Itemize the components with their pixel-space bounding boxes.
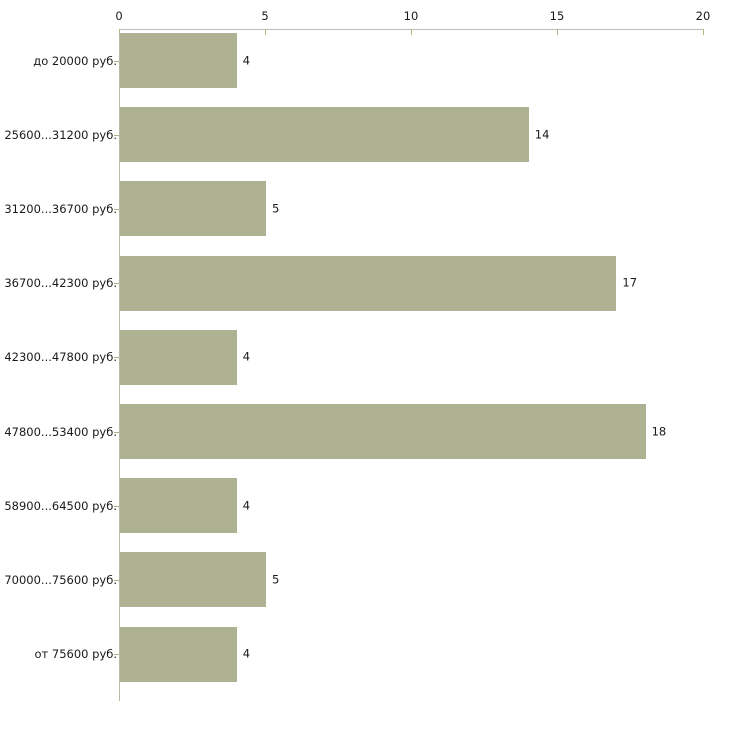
bar-value-label: 5 bbox=[272, 572, 280, 587]
y-axis-tick bbox=[114, 209, 119, 210]
x-axis-tick-label: 15 bbox=[549, 9, 565, 23]
bar[interactable] bbox=[120, 181, 266, 237]
bar[interactable] bbox=[120, 404, 646, 459]
bar-row: 31200...36700 руб. 5 bbox=[0, 181, 730, 237]
category-label: 36700...42300 руб. bbox=[4, 276, 117, 291]
category-label: от 75600 руб. bbox=[34, 647, 117, 662]
y-axis-tick bbox=[114, 506, 119, 507]
bar-value-label: 5 bbox=[272, 201, 280, 216]
x-axis-tick-label: 10 bbox=[403, 9, 419, 23]
y-axis-tick bbox=[114, 61, 119, 62]
category-label: до 20000 руб. bbox=[33, 53, 117, 68]
x-axis-tick-label: 20 bbox=[695, 9, 711, 23]
x-axis-tick-label: 0 bbox=[115, 9, 123, 23]
y-axis-line bbox=[119, 29, 120, 701]
bar-row: от 75600 руб. 4 bbox=[0, 626, 730, 682]
bar-row: 42300...47800 руб. 4 bbox=[0, 329, 730, 385]
bar-value-label: 18 bbox=[651, 424, 667, 438]
x-axis-tick bbox=[119, 29, 120, 35]
y-axis-tick bbox=[114, 654, 119, 655]
bar-row: 70000...75600 руб. 5 bbox=[0, 552, 730, 608]
bar[interactable] bbox=[120, 478, 237, 534]
y-axis-tick bbox=[114, 432, 119, 433]
bar-value-label: 4 bbox=[242, 646, 251, 661]
bar[interactable] bbox=[120, 626, 237, 682]
bar[interactable] bbox=[120, 33, 237, 88]
category-label: 47800...53400 руб. bbox=[4, 424, 117, 439]
bar[interactable] bbox=[120, 255, 617, 311]
bar[interactable] bbox=[120, 329, 237, 385]
bar-value-label: 17 bbox=[622, 275, 638, 290]
bar-value-label: 4 bbox=[242, 53, 251, 67]
bar-value-label: 14 bbox=[534, 127, 550, 142]
y-axis-tick bbox=[114, 580, 119, 581]
y-axis-tick bbox=[114, 357, 119, 358]
category-label: 58900...64500 руб. bbox=[4, 498, 117, 513]
bar[interactable] bbox=[120, 107, 529, 163]
category-label: 42300...47800 руб. bbox=[4, 350, 117, 365]
x-axis-tick bbox=[703, 29, 704, 35]
bar-value-label: 4 bbox=[242, 498, 251, 513]
category-label: 25600...31200 руб. bbox=[4, 127, 117, 142]
category-label: 31200...36700 руб. bbox=[4, 201, 117, 216]
category-label: 70000...75600 руб. bbox=[4, 572, 117, 587]
x-axis-tick bbox=[265, 29, 266, 35]
bar-row: 36700...42300 руб. 17 bbox=[0, 255, 730, 311]
x-axis-tick-label: 5 bbox=[261, 9, 269, 23]
bar-value-label: 4 bbox=[242, 349, 251, 364]
bar-row: 47800...53400 руб. 18 bbox=[0, 404, 730, 459]
x-axis-tick bbox=[557, 29, 558, 35]
x-axis-tick bbox=[411, 29, 412, 35]
bar-row: 25600...31200 руб. 14 bbox=[0, 107, 730, 163]
bar-row: до 20000 руб. 4 bbox=[0, 33, 730, 88]
bar[interactable] bbox=[120, 552, 266, 608]
bar-row: 58900...64500 руб. 4 bbox=[0, 478, 730, 534]
y-axis-tick bbox=[114, 135, 119, 136]
y-axis-tick bbox=[114, 283, 119, 284]
